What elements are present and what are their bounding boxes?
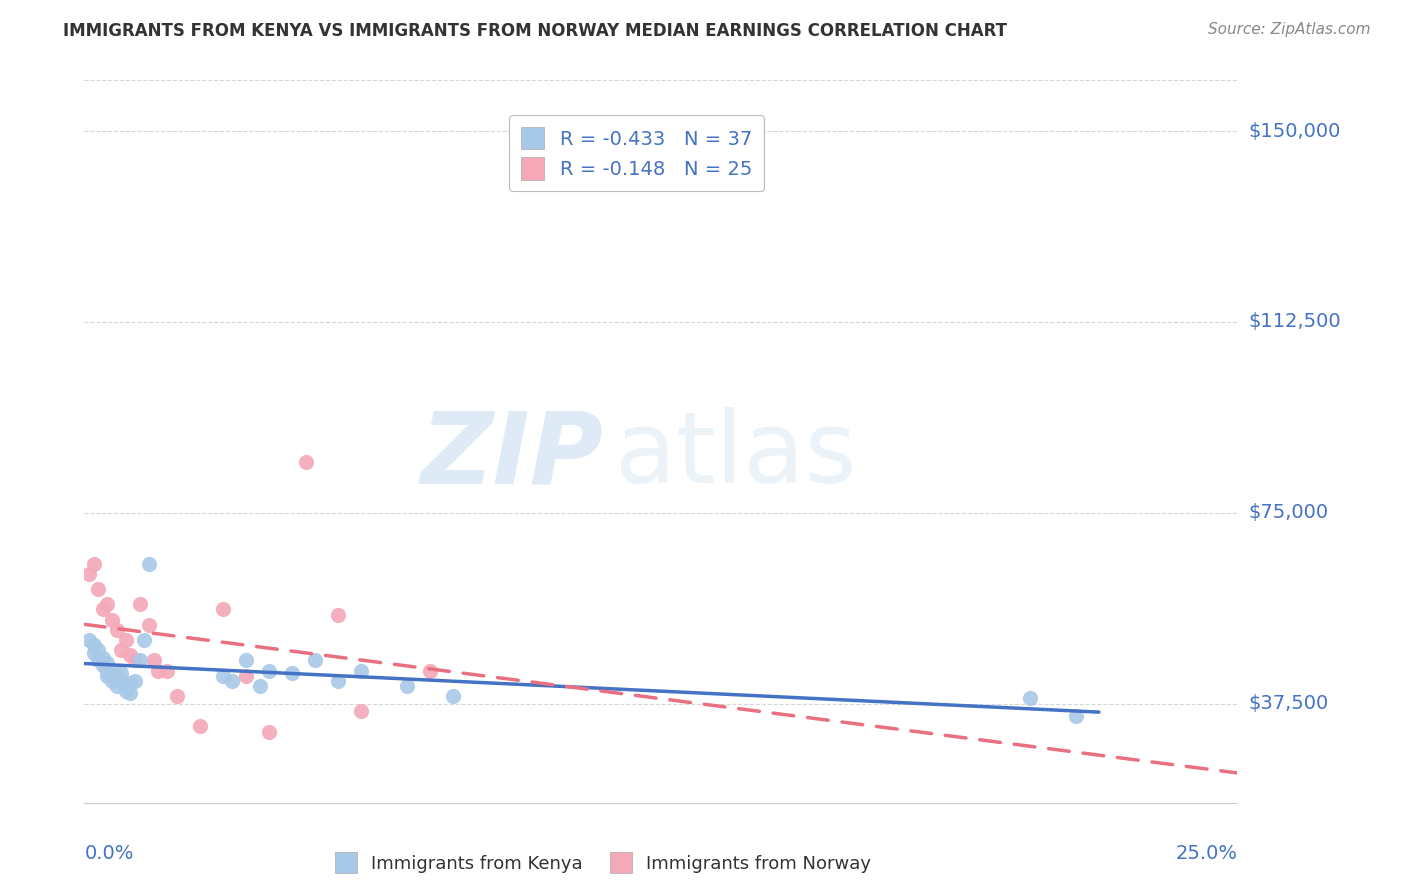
Point (83, 638, 105, 652)
Text: atlas: atlas (614, 408, 856, 505)
Point (138, 557, 160, 571)
Point (1018, 691, 1040, 706)
Point (281, 666, 304, 681)
Point (105, 679, 128, 693)
Point (294, 455, 316, 469)
Text: IMMIGRANTS FROM KENYA VS IMMIGRANTS FROM NORWAY MEDIAN EARNINGS CORRELATION CHAR: IMMIGRANTS FROM KENYA VS IMMIGRANTS FROM… (63, 22, 1007, 40)
Point (105, 668, 128, 682)
Point (115, 679, 138, 693)
Point (120, 686, 142, 700)
Point (156, 664, 179, 678)
Point (91, 602, 114, 616)
Legend: Immigrants from Kenya, Immigrants from Norway: Immigrants from Kenya, Immigrants from N… (328, 846, 879, 880)
Point (128, 653, 150, 667)
Point (419, 664, 441, 678)
Point (87, 653, 110, 667)
Point (110, 673, 132, 688)
Text: $112,500: $112,500 (1249, 312, 1341, 332)
Text: 0.0%: 0.0% (84, 844, 134, 863)
Point (257, 664, 280, 678)
Point (96, 656, 118, 670)
Point (83, 557, 105, 571)
Point (110, 643, 132, 657)
Point (249, 679, 271, 693)
Point (83, 646, 105, 660)
Text: 25.0%: 25.0% (1175, 844, 1237, 863)
Point (134, 632, 156, 647)
Point (1064, 709, 1087, 723)
Point (128, 598, 150, 612)
Point (257, 724, 280, 739)
Point (124, 653, 146, 667)
Point (91, 650, 114, 665)
Point (115, 684, 138, 698)
Point (146, 664, 169, 678)
Text: $150,000: $150,000 (1249, 121, 1341, 141)
Point (96, 598, 118, 612)
Point (101, 613, 124, 627)
Point (326, 673, 349, 688)
Point (304, 653, 326, 667)
Point (188, 719, 211, 733)
Point (115, 632, 138, 647)
Point (77, 632, 100, 647)
Point (96, 668, 118, 682)
Point (350, 664, 373, 678)
Point (142, 653, 165, 667)
Point (138, 617, 160, 632)
Point (110, 666, 132, 681)
Point (235, 668, 257, 682)
Text: Source: ZipAtlas.com: Source: ZipAtlas.com (1208, 22, 1371, 37)
Point (105, 623, 128, 637)
Text: $37,500: $37,500 (1249, 694, 1329, 713)
Text: ZIP: ZIP (420, 408, 603, 505)
Point (96, 664, 118, 678)
Point (221, 673, 243, 688)
Point (441, 689, 464, 703)
Point (77, 566, 100, 581)
Point (91, 658, 114, 673)
Point (235, 653, 257, 667)
Point (87, 643, 110, 657)
Text: $75,000: $75,000 (1249, 503, 1329, 523)
Point (124, 673, 146, 688)
Point (101, 664, 124, 678)
Point (166, 689, 188, 703)
Point (120, 648, 142, 663)
Point (101, 673, 124, 688)
Point (120, 676, 142, 690)
Point (326, 607, 349, 622)
Point (396, 679, 419, 693)
Point (87, 582, 110, 596)
Point (350, 704, 373, 718)
Point (211, 668, 233, 682)
Point (211, 602, 233, 616)
